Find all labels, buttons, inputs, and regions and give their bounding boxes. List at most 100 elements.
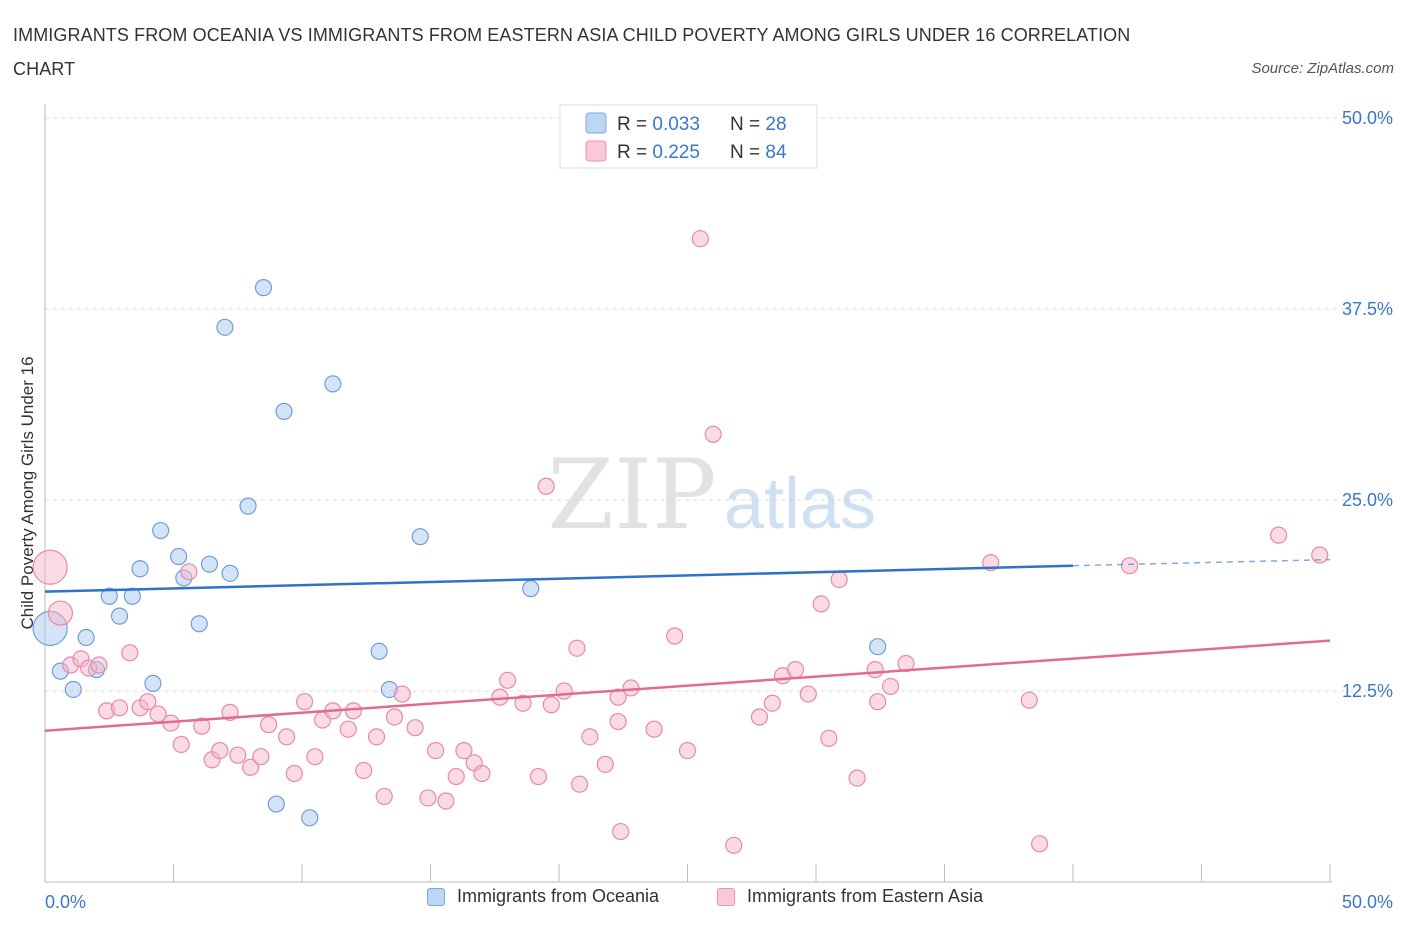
eastern-asia-point xyxy=(375,787,393,806)
legend-item-oceania[interactable]: Immigrants from Oceania xyxy=(427,886,659,907)
eastern-asia-point xyxy=(1269,526,1288,544)
legend-swatch-oceania xyxy=(585,112,607,134)
eastern-asia-point xyxy=(568,639,586,657)
eastern-asia-point xyxy=(514,694,532,712)
y-tick-label: 37.5% xyxy=(1342,299,1393,319)
eastern-asia-point xyxy=(678,741,697,760)
legend-bottom: Immigrants from Oceania Immigrants from … xyxy=(0,886,1406,918)
watermark-atlas: atlas xyxy=(724,464,876,544)
oceania-point xyxy=(77,628,95,647)
tick-labels: 12.5% 25.0% 37.5% 50.0% 0.0% 50.0% xyxy=(45,108,1393,912)
eastern-asia-point xyxy=(666,627,684,645)
oceania-point xyxy=(152,521,170,540)
legend-n-label-2: N = xyxy=(730,142,765,163)
eastern-asia-point xyxy=(339,720,357,738)
eastern-asia-point xyxy=(725,836,743,854)
oceania-point xyxy=(267,795,285,813)
eastern-asia-point xyxy=(609,712,627,731)
svg-text:R = 0.033: R = 0.033 xyxy=(617,114,700,135)
legend-n-label-1: N = xyxy=(730,114,765,135)
legend-swatch-eastern-asia-bottom xyxy=(717,887,735,906)
eastern-asia-point xyxy=(1311,546,1329,564)
eastern-asia-point xyxy=(612,822,630,841)
legend-r-label-1: R = xyxy=(617,114,652,135)
eastern-asia-point xyxy=(447,767,465,786)
oceania-point xyxy=(64,680,82,699)
legend-label-eastern-asia: Immigrants from Eastern Asia xyxy=(747,886,984,906)
oceania-point xyxy=(275,402,293,420)
eastern-asia-point xyxy=(799,685,817,703)
oceania-point xyxy=(100,587,118,605)
oceania-point xyxy=(370,642,388,660)
eastern-asia-point xyxy=(393,685,411,703)
eastern-asia-point xyxy=(609,688,627,706)
eastern-asia-point xyxy=(285,764,303,783)
oceania-point xyxy=(144,674,162,692)
oceania-point xyxy=(110,607,129,625)
eastern-asia-point xyxy=(385,708,404,726)
eastern-asia-point xyxy=(830,570,848,589)
oceania-point xyxy=(190,615,208,633)
eastern-asia-point xyxy=(32,549,68,585)
eastern-asia-point xyxy=(90,656,108,674)
eastern-asia-point xyxy=(121,644,139,662)
legend-n-value-1: 28 xyxy=(765,114,786,135)
eastern-asia-point xyxy=(427,741,445,760)
eastern-asia-point xyxy=(691,230,709,248)
legend-r-value-1: 0.033 xyxy=(652,114,700,135)
eastern-asia-point xyxy=(110,699,129,717)
watermark-zip: ZIP xyxy=(547,439,716,551)
eastern-asia-point xyxy=(704,425,722,443)
svg-text:R = 0.225: R = 0.225 xyxy=(617,142,700,163)
oceania-point xyxy=(522,580,540,598)
eastern-asia-point xyxy=(344,702,362,720)
legend-swatch-eastern-asia xyxy=(585,140,607,162)
eastern-asia-point xyxy=(367,728,386,746)
series-eastern-asia-points xyxy=(32,230,1329,854)
trend-line-eastern-asia xyxy=(44,639,1331,732)
eastern-asia-point xyxy=(596,755,614,773)
eastern-asia-point xyxy=(555,682,573,700)
y-tick-label: 50.0% xyxy=(1342,108,1393,128)
eastern-asia-point xyxy=(211,741,229,760)
oceania-point xyxy=(170,547,188,566)
oceania-point xyxy=(301,809,319,827)
eastern-asia-point xyxy=(866,661,884,679)
trend-line-oceania xyxy=(44,564,1074,593)
eastern-asia-point xyxy=(542,696,560,714)
grid-lines xyxy=(45,117,1375,692)
legend-n-value-2: 84 xyxy=(765,142,787,163)
eastern-asia-point xyxy=(1020,691,1038,709)
eastern-asia-point xyxy=(455,741,473,760)
oceania-point xyxy=(216,318,234,336)
oceania-point xyxy=(411,528,429,546)
axes xyxy=(44,104,1332,883)
eastern-asia-point xyxy=(1120,557,1139,575)
y-tick-label: 12.5% xyxy=(1342,681,1393,701)
y-tick-label: 25.0% xyxy=(1342,490,1393,510)
eastern-asia-point xyxy=(277,728,296,746)
eastern-asia-point xyxy=(491,688,509,706)
eastern-asia-point xyxy=(763,694,781,712)
eastern-asia-point xyxy=(473,764,491,783)
oceania-point xyxy=(200,555,219,573)
eastern-asia-point xyxy=(581,728,599,746)
chart-title: IMMIGRANTS FROM OCEANIA VS IMMIGRANTS FR… xyxy=(13,25,1131,79)
oceania-point xyxy=(324,375,342,393)
watermark: ZIP atlas xyxy=(547,439,876,551)
legend-top: R = 0.033 N = 28 R = 0.225 N = 84 xyxy=(559,104,818,169)
trend-lines xyxy=(44,558,1331,732)
oceania-point xyxy=(254,279,273,297)
eastern-asia-point xyxy=(1030,835,1049,853)
eastern-asia-point xyxy=(820,729,838,747)
legend-item-eastern-asia[interactable]: Immigrants from Eastern Asia xyxy=(717,886,983,907)
eastern-asia-point xyxy=(47,600,74,626)
eastern-asia-point xyxy=(786,661,805,679)
eastern-asia-point xyxy=(869,693,887,711)
eastern-asia-point xyxy=(750,708,769,726)
x-tick-label-min: 0.0% xyxy=(45,892,86,912)
eastern-asia-point xyxy=(259,716,278,734)
eastern-asia-point xyxy=(437,792,455,810)
eastern-asia-point xyxy=(406,719,424,737)
